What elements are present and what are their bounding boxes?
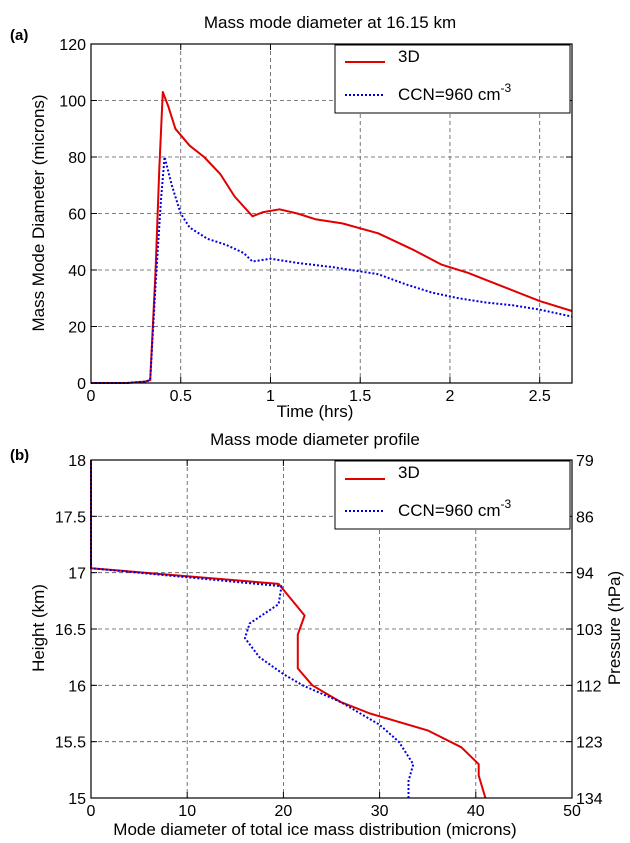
panel-b-ytick-right-label: 103 <box>576 622 603 639</box>
panel-b-ytick-label: 16.5 <box>55 622 86 639</box>
panel-a-legend-box <box>334 44 571 114</box>
panel-b-ytick-right-label: 79 <box>576 453 594 470</box>
panel-b: (b) Mass mode diameter profile 0 10 20 30 40… <box>10 430 624 839</box>
panel-b-ylabel-right: Pressure (hPa) <box>605 571 624 685</box>
panel-b-ytick-label: 18 <box>68 453 86 470</box>
panel-a-ytick-label: 100 <box>59 94 86 111</box>
panel-b-legend-label-ccn-sup: -3 <box>501 497 512 511</box>
panel-b-legend-label-ccn-base: CCN=960 cm <box>398 501 501 520</box>
panel-b-ticks: 0 10 20 30 40 50 15 134 15.5 123 16 112 16.5 103 17 94 1… <box>55 453 603 820</box>
panel-a-ytick-label: 40 <box>68 263 86 280</box>
panel-b-ytick-label: 15 <box>68 791 86 808</box>
panel-b-series-3d-line <box>90 460 487 799</box>
panel-a-ytick-label: 20 <box>68 320 86 337</box>
panel-a-ytick-label: 0 <box>77 376 86 393</box>
panel-b-xlabel: Mode diameter of total ice mass distribu… <box>113 820 516 839</box>
panel-b-label: (b) <box>10 447 29 464</box>
panel-b-xtick-label: 40 <box>467 803 485 820</box>
panel-b-xtick-label: 50 <box>563 803 581 820</box>
panel-b-series <box>90 460 487 799</box>
panel-a: (a) Mass mode diameter at 16.15 km 0 0.5 1… <box>10 13 573 421</box>
panel-b-ytick-right-label: 123 <box>576 735 603 752</box>
panel-a-ticks: 0 0.5 1 1.5 2 2.5 0 20 40 60 80 100 120 <box>59 37 572 405</box>
panel-a-ylabel: Mass Mode Diameter (microns) <box>29 94 48 331</box>
panel-b-legend-box <box>334 460 571 530</box>
panel-a-series <box>91 91 573 384</box>
panel-a-label: (a) <box>10 27 28 44</box>
panel-b-xtick-label: 10 <box>178 803 196 820</box>
panel-a-xtick-label: 0.5 <box>170 388 192 405</box>
panel-b-ytick-right-label: 134 <box>576 791 603 808</box>
panel-a-series-3d-line <box>91 91 573 384</box>
panel-a-legend: 3D CCN=960 cm-3 <box>334 44 571 114</box>
panel-b-ytick-label: 17.5 <box>55 509 86 526</box>
panel-b-grid <box>91 460 572 798</box>
panel-b-ylabel: Height (km) <box>29 584 48 672</box>
panel-a-ytick-label: 80 <box>68 150 86 167</box>
panel-a-legend-label-ccn-sup: -3 <box>501 81 512 95</box>
panel-a-xtick-label: 2.5 <box>529 388 551 405</box>
panel-b-legend: 3D CCN=960 cm-3 <box>334 460 571 530</box>
panel-a-legend-label-3d: 3D <box>398 47 420 66</box>
panel-b-ytick-label: 16 <box>68 678 86 695</box>
panel-a-legend-label-ccn-base: CCN=960 cm <box>398 85 501 104</box>
panel-b-ytick-right-label: 112 <box>576 678 602 695</box>
panel-a-xtick-label: 1 <box>266 388 275 405</box>
panel-b-xtick-label: 0 <box>87 803 96 820</box>
panel-b-legend-label-3d: 3D <box>398 463 420 482</box>
panel-a-title: Mass mode diameter at 16.15 km <box>204 13 456 32</box>
panel-a-xtick-label: 1.5 <box>349 388 371 405</box>
panel-a-ytick-label: 60 <box>68 207 86 224</box>
panel-b-title: Mass mode diameter profile <box>210 430 420 449</box>
panel-a-ytick-label: 120 <box>59 37 86 54</box>
panel-b-xtick-label: 20 <box>275 803 293 820</box>
panel-b-ytick-right-label: 94 <box>576 566 594 583</box>
panel-a-xtick-label: 2 <box>446 388 455 405</box>
panel-a-legend-label-ccn: CCN=960 cm-3 <box>398 81 512 104</box>
panel-a-xtick-label: 0 <box>87 388 96 405</box>
panel-a-xlabel: Time (hrs) <box>277 402 354 421</box>
panel-b-ytick-right-label: 86 <box>576 509 594 526</box>
panel-b-ytick-label: 15.5 <box>55 735 86 752</box>
panel-b-xtick-label: 30 <box>371 803 389 820</box>
panel-b-legend-label-ccn: CCN=960 cm-3 <box>398 497 512 520</box>
panel-b-ytick-label: 17 <box>68 566 86 583</box>
